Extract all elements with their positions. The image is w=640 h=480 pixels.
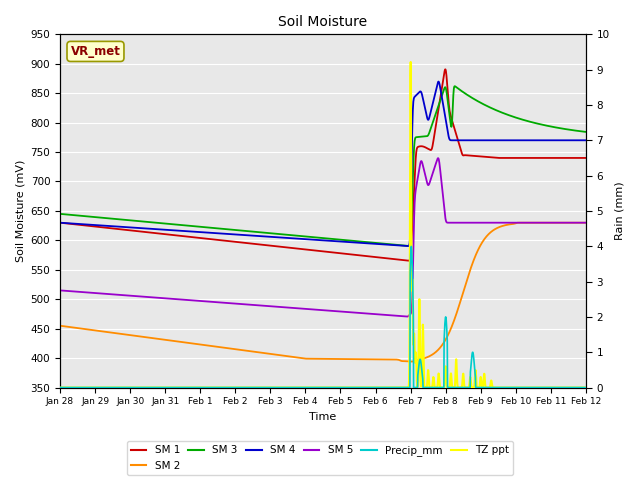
Legend: SM 1, SM 2, SM 3, SM 4, SM 5, Precip_mm, TZ ppt: SM 1, SM 2, SM 3, SM 4, SM 5, Precip_mm,… bbox=[127, 441, 513, 475]
Text: VR_met: VR_met bbox=[70, 45, 120, 58]
Y-axis label: Soil Moisture (mV): Soil Moisture (mV) bbox=[15, 160, 25, 262]
X-axis label: Time: Time bbox=[309, 412, 337, 422]
Y-axis label: Rain (mm): Rain (mm) bbox=[615, 181, 625, 240]
Title: Soil Moisture: Soil Moisture bbox=[278, 15, 367, 29]
